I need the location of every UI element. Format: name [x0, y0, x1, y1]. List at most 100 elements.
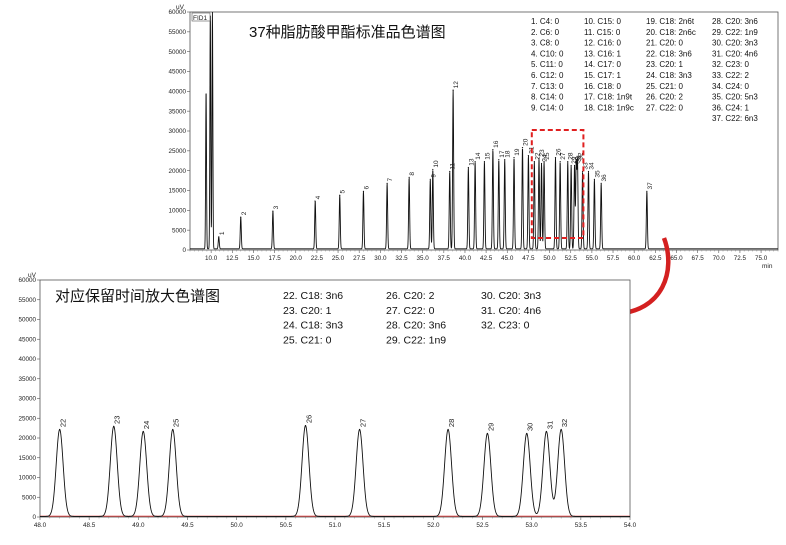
x-tick-label: 48.5 — [83, 522, 96, 529]
legend-entry: 30. C20: 3n3 — [712, 39, 758, 48]
legend-entry: 9. C14: 0 — [531, 103, 564, 112]
y-tick-label: 60000 — [168, 9, 186, 16]
chromatogram-trace — [190, 11, 778, 250]
legend-entry: 27. C22: 0 — [386, 305, 435, 317]
legend-entry: 20. C18: 2n6c — [646, 28, 696, 37]
peak-label-12: 12 — [453, 81, 460, 89]
legend-entry: 26. C20: 2 — [646, 93, 683, 102]
y-tick-label: 40000 — [168, 89, 186, 96]
legend-entry: 30. C20: 3n3 — [481, 290, 541, 302]
peak-35-apex — [593, 178, 596, 180]
peak-label-30: 30 — [575, 156, 582, 164]
legend-entry: 21. C20: 0 — [646, 39, 683, 48]
legend-entry: 28. C20: 3n6 — [386, 320, 446, 332]
peak-label-8: 8 — [409, 172, 416, 176]
legend-entry: 13. C16: 1 — [584, 49, 621, 58]
peak-14-apex — [474, 160, 476, 163]
legend-entry: 36. C24: 1 — [712, 103, 749, 112]
peak-24-apex — [540, 162, 543, 165]
peak-label-33: 33 — [583, 162, 590, 170]
legend-entry: 34. C24: 0 — [712, 82, 749, 91]
y-tick-label: 0 — [182, 247, 186, 254]
peak-22-apex — [533, 160, 535, 163]
peak-23-apex — [113, 425, 115, 427]
zoom-legend: 22. C18: 3n6 23. C20: 1 24. C18: 3n3 25. C2… — [283, 290, 541, 346]
detector-label: FID1 — [193, 15, 207, 22]
peak-1-apex — [218, 236, 220, 238]
y-tick-label: 25000 — [168, 148, 186, 155]
legend-entry: 6. C12: 0 — [531, 71, 564, 80]
legend-entry: 22. C18: 3n6 — [283, 290, 343, 302]
peak-label-15: 15 — [484, 152, 491, 160]
peak-12-apex — [452, 89, 454, 91]
peak-26-apex — [304, 424, 307, 427]
x-tick-label: 53.5 — [575, 522, 588, 529]
legend-entry: 23. C20: 1 — [283, 305, 332, 317]
zoom-chromatogram: 0 5000 10000 15000 20000 25000 30000 35000 40000… — [18, 272, 636, 529]
x-tick-label: 62.5 — [649, 255, 662, 262]
peak-18-apex — [504, 158, 506, 161]
main-title: 37种脂肪酸甲酯标准品色谱图 — [249, 24, 446, 41]
x-tick-label: 57.5 — [607, 255, 620, 262]
peak-label-28: 28 — [447, 419, 456, 427]
x-tick-label: 65.0 — [670, 255, 683, 262]
y-tick-label: 45000 — [168, 69, 186, 76]
legend-entry: 7. C13: 0 — [531, 82, 564, 91]
peak-label-31: 31 — [576, 154, 583, 162]
y-tick-label: 20000 — [18, 435, 36, 442]
peak-32-apex — [560, 428, 562, 431]
x-tick-label: 45.0 — [501, 255, 514, 262]
y-tick-label: 30000 — [18, 396, 36, 403]
peak-label-23: 23 — [539, 149, 546, 157]
x-tick-label: 30.0 — [374, 255, 387, 262]
legend-entry: 19. C18: 2n6t — [646, 17, 695, 26]
legend-entry: 26. C20: 2 — [386, 290, 435, 302]
peak-label-30: 30 — [526, 423, 535, 431]
legend-entry: 31. C20: 4n6 — [712, 49, 758, 58]
legend-entry: 1. C4: 0 — [531, 17, 560, 26]
main-y-unit: uV — [176, 4, 185, 11]
peak-34-apex — [587, 170, 590, 173]
legend-entry: 4. C10: 0 — [531, 49, 564, 58]
y-tick-label: 15000 — [168, 188, 186, 195]
legend-entry: 5. C11: 0 — [531, 60, 563, 69]
peak-label-11: 11 — [450, 163, 457, 170]
peak-2-apex — [240, 216, 242, 218]
peak-label-18: 18 — [505, 150, 512, 158]
x-tick-label: 27.5 — [353, 255, 366, 262]
peak-label-19: 19 — [514, 148, 521, 156]
x-tick-label: 48.0 — [34, 522, 47, 529]
peak-label-31: 31 — [545, 421, 554, 429]
peak-label-26: 26 — [555, 148, 562, 156]
peak-label-9: 9 — [430, 174, 437, 178]
x-tick-label: 25.0 — [332, 255, 345, 262]
x-tick-label: 51.5 — [378, 522, 391, 529]
fid-detector-box — [191, 12, 211, 22]
peak-16-apex — [492, 149, 494, 151]
peak-label-25: 25 — [172, 419, 181, 427]
peak-23-apex — [538, 157, 540, 159]
peak-label-6: 6 — [363, 185, 370, 189]
chromatogram-trace — [40, 424, 630, 517]
peak-4-apex — [314, 200, 316, 202]
y-tick-label: 40000 — [18, 356, 36, 363]
peak-27-apex — [358, 428, 361, 431]
x-tick-label: 40.0 — [459, 255, 472, 262]
peak-label-20: 20 — [522, 138, 529, 146]
peak-21-apex — [527, 154, 530, 157]
y-tick-label: 55000 — [168, 29, 186, 36]
legend-entry: 28. C20: 3n6 — [712, 17, 758, 26]
y-tick-label: 10000 — [168, 208, 186, 215]
peak-8-apex — [408, 176, 410, 179]
peak-label-13: 13 — [468, 158, 475, 166]
legend-entry: 32. C23: 0 — [481, 320, 530, 332]
legend-entry: 27. C22: 0 — [646, 103, 683, 112]
peak-label-32: 32 — [560, 419, 569, 427]
y-tick-label: 25000 — [18, 415, 36, 422]
peak-27-apex — [559, 160, 561, 163]
peak-31-apex — [545, 430, 548, 433]
x-tick-label: 52.5 — [565, 255, 578, 262]
peak-label-23: 23 — [113, 416, 122, 424]
y-tick-label: 55000 — [18, 297, 36, 304]
y-tick-label: 45000 — [18, 336, 36, 343]
